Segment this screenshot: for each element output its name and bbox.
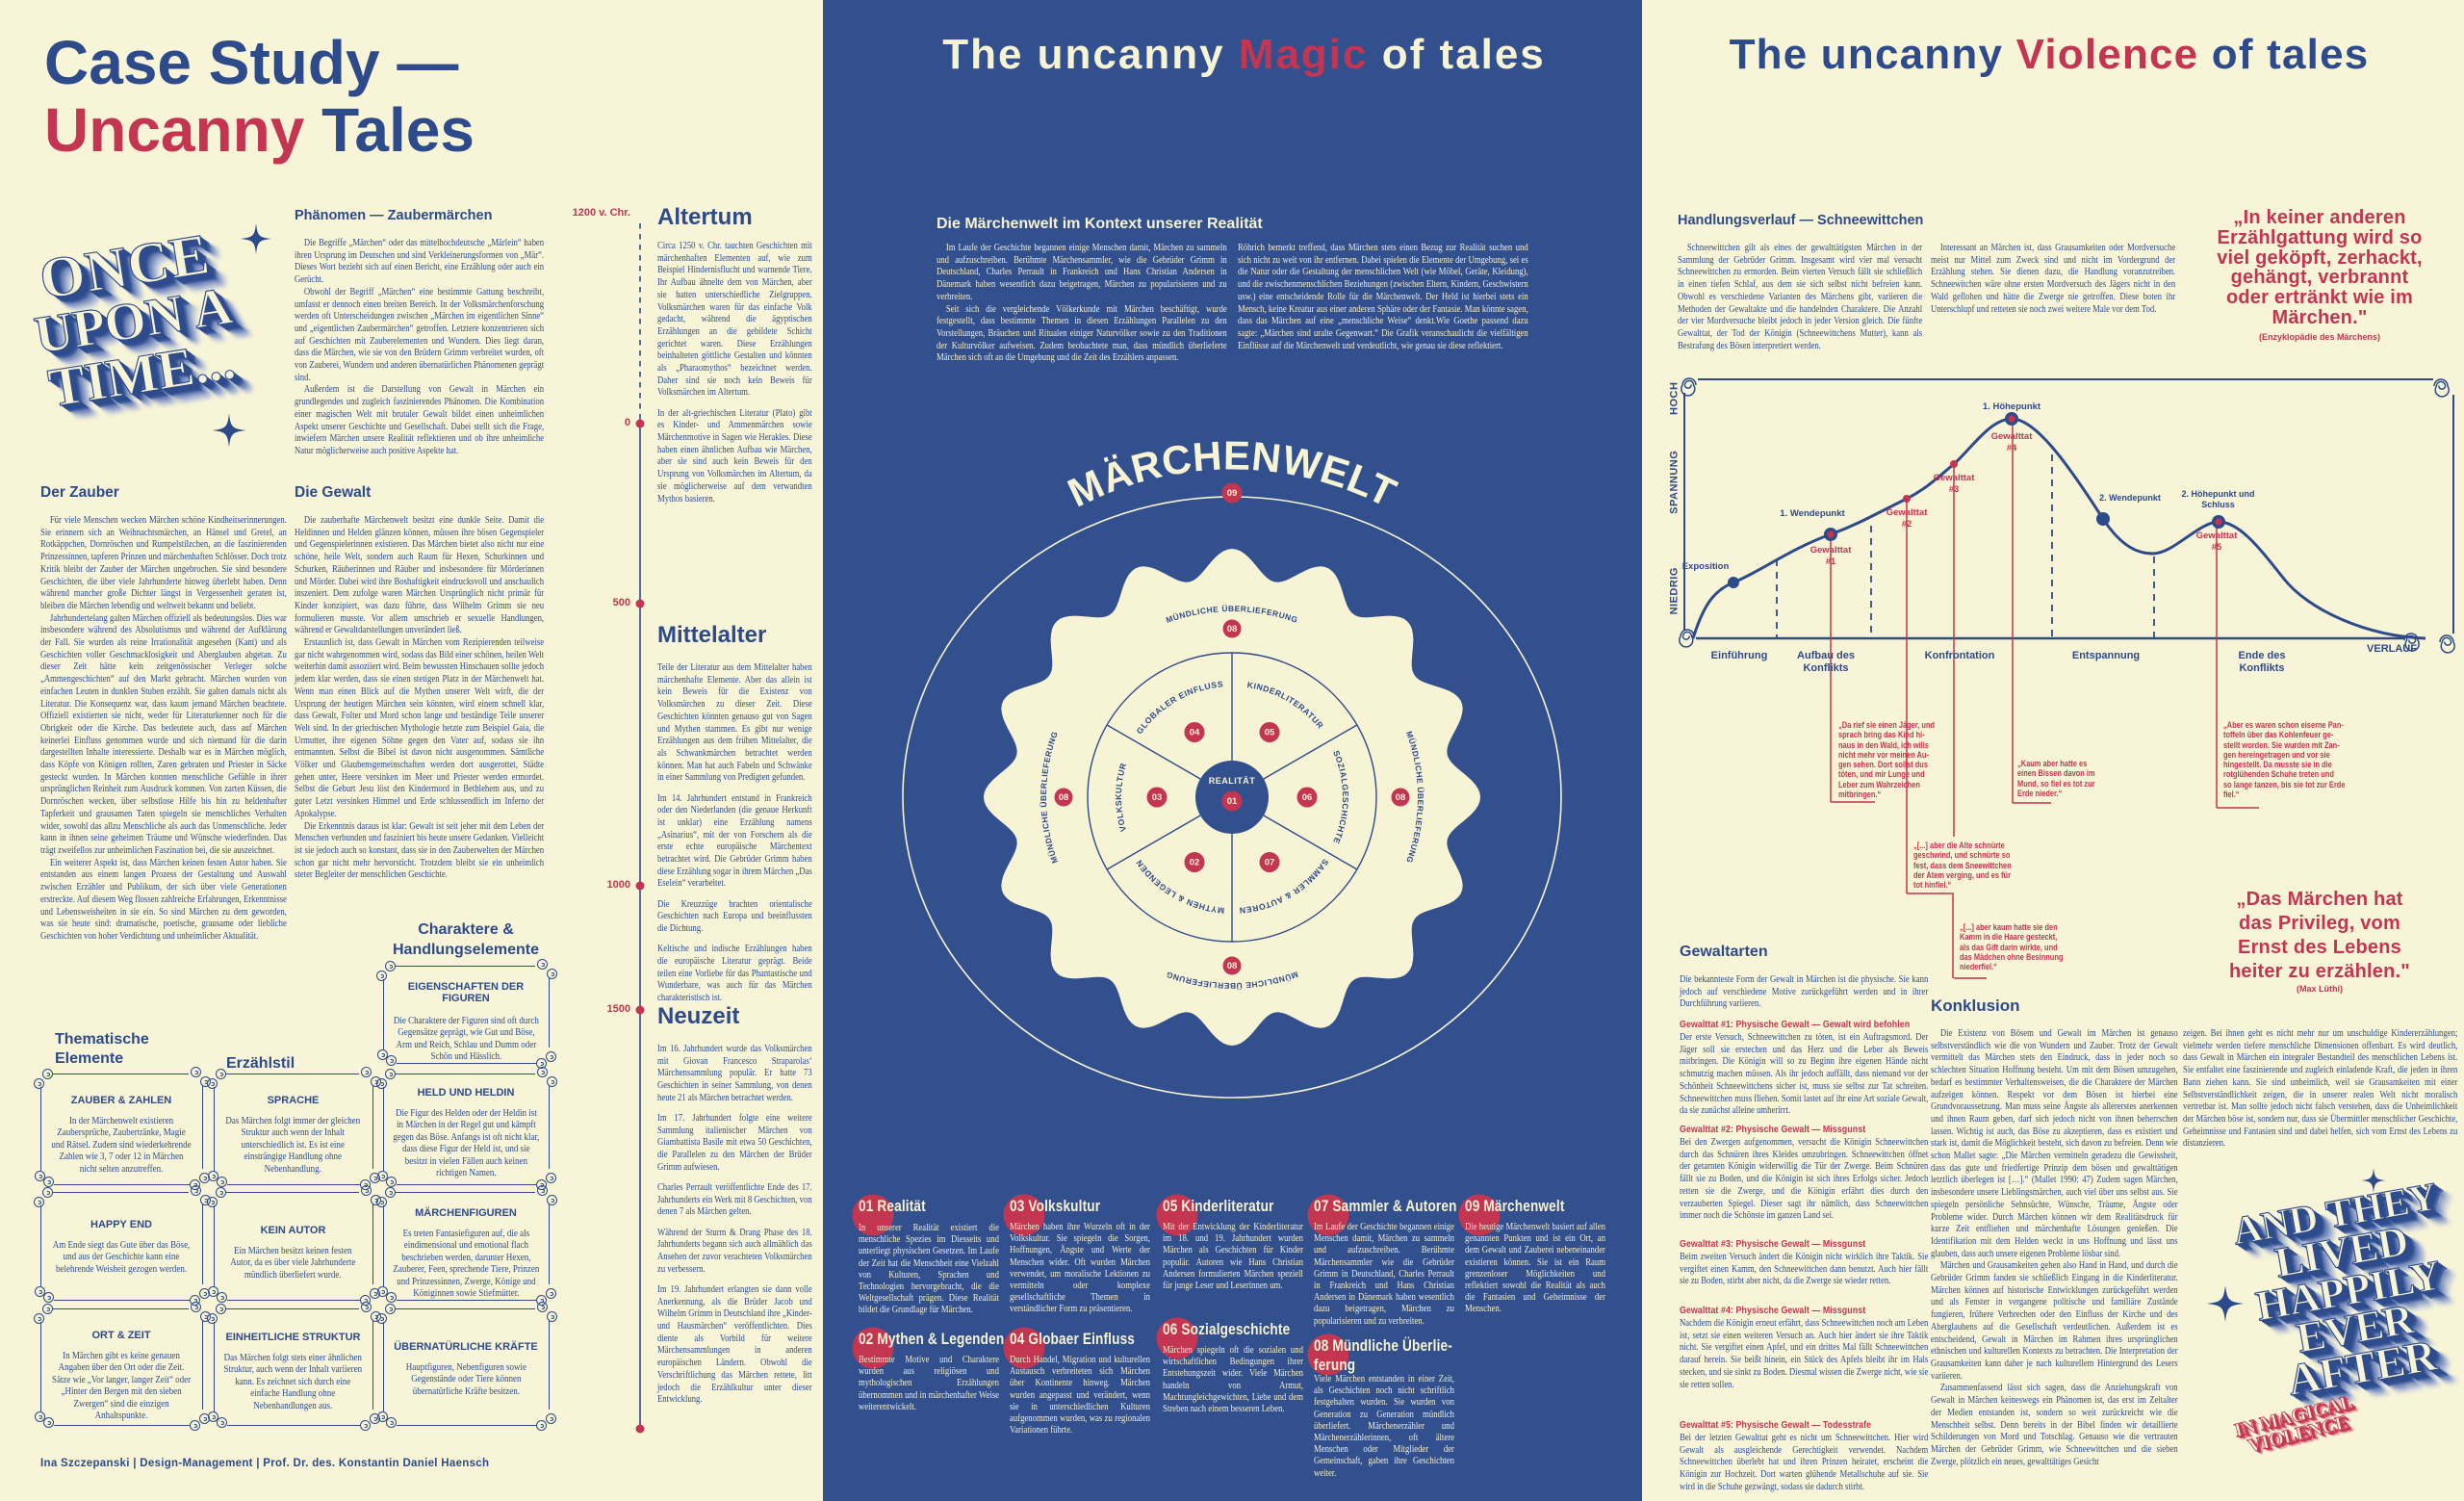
- svg-text:01: 01: [1227, 796, 1238, 807]
- svg-text:08: 08: [1396, 792, 1406, 803]
- svg-text:VOLKSKULTUR: VOLKSKULTUR: [1114, 762, 1128, 833]
- svg-text:08: 08: [1059, 792, 1069, 803]
- svg-text:09: 09: [1227, 488, 1238, 499]
- svg-text:06: 06: [1302, 792, 1313, 803]
- svg-text:03: 03: [1152, 792, 1163, 803]
- svg-text:02: 02: [1190, 858, 1200, 868]
- svg-text:08: 08: [1227, 961, 1238, 971]
- svg-text:REALITÄT: REALITÄT: [1209, 776, 1256, 786]
- svg-text:05: 05: [1265, 728, 1275, 738]
- svg-text:04: 04: [1190, 728, 1200, 738]
- svg-text:08: 08: [1227, 624, 1238, 634]
- svg-text:07: 07: [1265, 858, 1275, 868]
- svg-text:MÄRCHENWELT: MÄRCHENWELT: [1061, 432, 1403, 515]
